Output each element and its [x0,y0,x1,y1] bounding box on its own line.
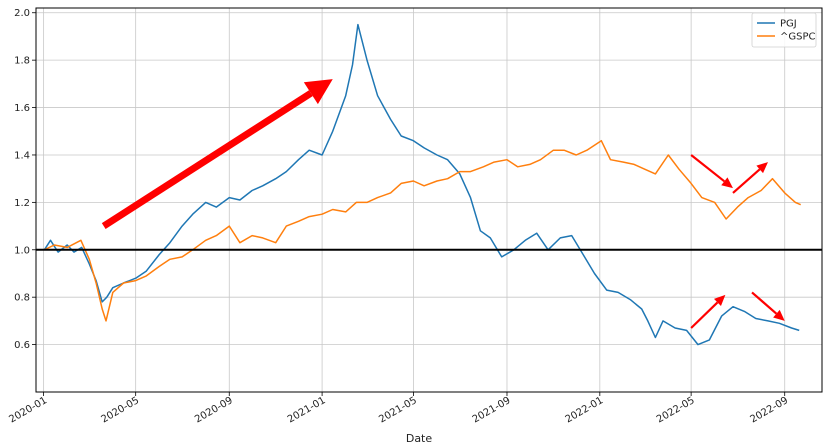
annotation-arrow-shaft [101,90,313,230]
annotation-arrow-shaft [690,301,719,329]
x-tick-label: 2022-05 [655,395,697,425]
series-line-pgj [43,23,800,346]
y-tick-label: 0.8 [14,293,30,304]
annotation-arrow-head [756,162,768,174]
x-tick-label: 2020-09 [193,395,235,425]
x-tick-label: 2022-09 [749,395,791,425]
annotation-arrow-shaft [751,291,778,315]
legend: PGJ ^GSPC [751,12,817,48]
y-tick-label: 1.8 [14,56,30,67]
y-tick-label: 1.4 [14,150,30,161]
annotation-arrow-head [721,177,733,189]
y-tick-label: 1.2 [14,198,30,209]
annotation-arrow-shaft [690,154,726,183]
x-tick-label: 2020-05 [99,395,141,425]
series-line-gspc [44,139,801,322]
legend-box [751,12,817,48]
legend-label: ^GSPC [780,32,816,43]
annotation-arrow-head [773,309,785,321]
x-axis: 2020-01 2020-05 2020-09 2021-01 2021-05 2021-… [7,392,790,425]
legend-label: PGJ [780,19,797,30]
x-tick-label: 2021-05 [377,395,419,425]
y-tick-label: 2.0 [14,8,30,19]
x-tick-label: 2021-09 [471,395,513,425]
y-axis: 0.6 0.8 1.0 1.2 1.4 1.6 1.8 2.0 [14,8,36,351]
annotation-arrow-head [713,294,726,307]
x-tick-label: 2022-01 [564,395,606,425]
x-tick-label: 2020-01 [7,395,49,425]
y-tick-label: 0.6 [14,340,30,351]
plot-frame [35,7,823,393]
x-axis-title: Date [406,432,433,445]
y-tick-label: 1.0 [14,245,30,256]
series-layer [43,23,801,346]
y-tick-label: 1.6 [14,103,30,114]
annotation-arrow-head [303,79,333,105]
annotation-arrow-shaft [732,168,761,194]
annotation-layer [101,79,785,329]
x-tick-label: 2021-01 [286,395,328,425]
grid [36,8,822,392]
